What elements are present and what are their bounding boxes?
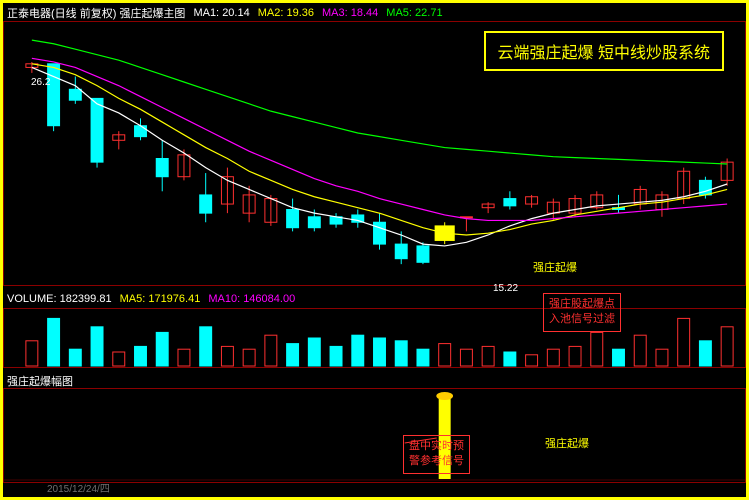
main-marker-label: 强庄起爆 — [533, 259, 577, 275]
date-footer: 2015/12/24/四 — [47, 480, 110, 495]
vol-value: VOLUME: 182399.81 — [7, 293, 112, 305]
ma3: MA3: 18.44 — [322, 7, 378, 19]
price-low-label: 15.22 — [493, 283, 518, 294]
annotation-realtime-alert: 盘中实时预 警参考信号 — [403, 435, 470, 474]
sub-chart-title: 强庄起爆幅图 — [7, 373, 73, 389]
ma1: MA1: 20.14 — [193, 7, 249, 19]
vol-ma10: MA10: 146084.00 — [208, 293, 295, 305]
chart-header: 正泰电器(日线 前复权) 强庄起爆主图 MA1: 20.14 MA2: 19.3… — [7, 5, 443, 21]
price-high-label: 26.2 — [31, 77, 50, 88]
title-box: 云端强庄起爆 短中线炒股系统 — [484, 31, 724, 71]
sub-indicator-chart[interactable] — [3, 388, 746, 483]
volume-header: VOLUME: 182399.81 MA5: 171976.41 MA10: 1… — [7, 293, 295, 305]
volume-bar-chart[interactable] — [3, 308, 746, 368]
sub-marker-label: 强庄起爆 — [545, 435, 589, 451]
stock-name: 正泰电器(日线 前复权) 强庄起爆主图 — [7, 5, 185, 21]
ma2: MA2: 19.36 — [258, 7, 314, 19]
annotation-entry-signal: 强庄股起爆点 入池信号过滤 — [543, 293, 621, 332]
vol-ma5: MA5: 171976.41 — [120, 293, 201, 305]
ma5: MA5: 22.71 — [386, 7, 442, 19]
